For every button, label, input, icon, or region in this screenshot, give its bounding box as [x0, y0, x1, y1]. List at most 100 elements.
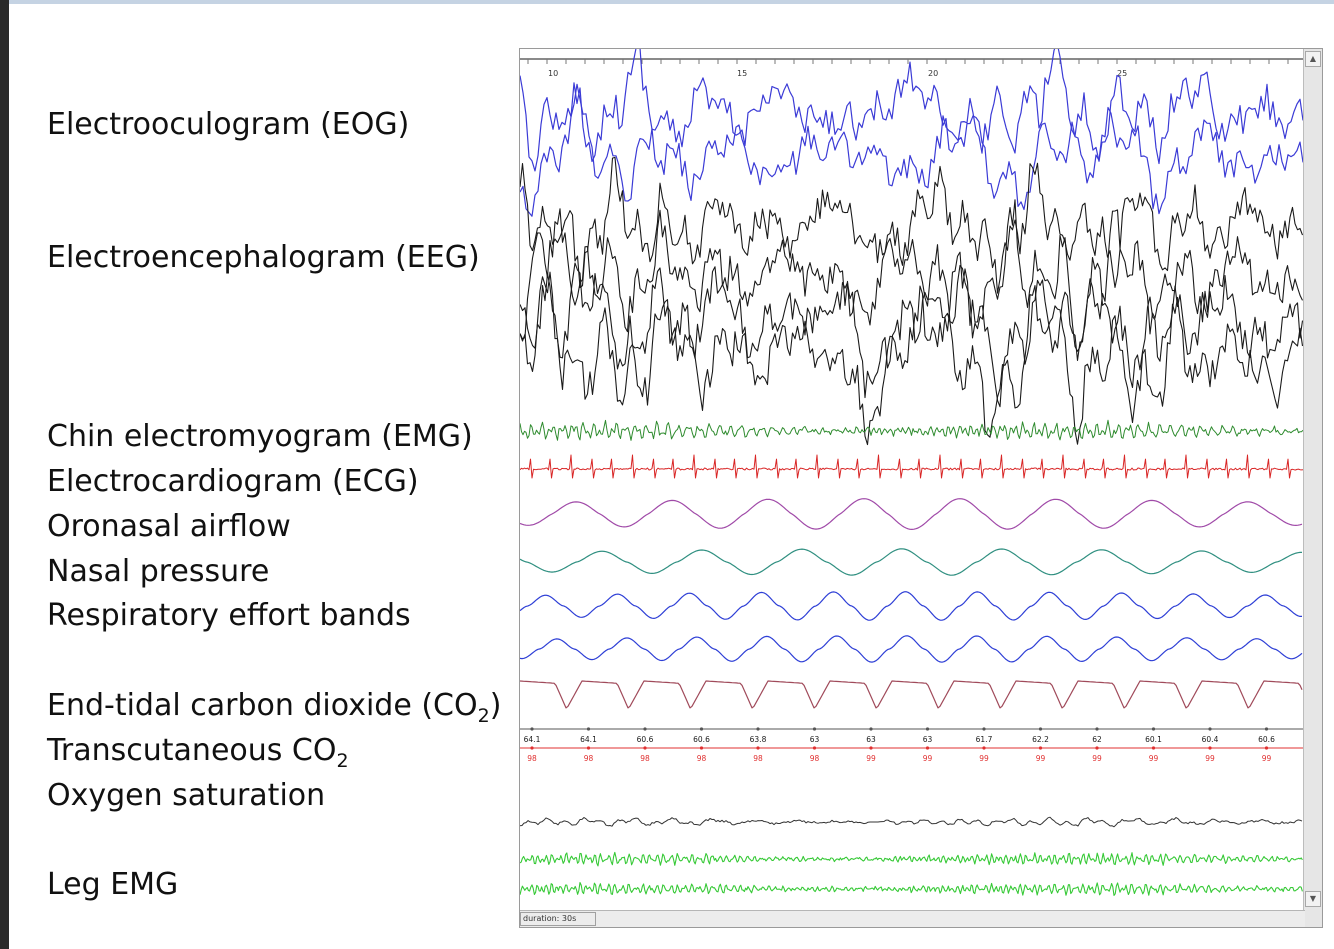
- label-airflow: Oronasal airflow: [47, 509, 291, 544]
- co2-value-marker: [1038, 727, 1043, 731]
- co2-value-marker: [643, 727, 647, 731]
- spo2-value-marker: [1264, 746, 1269, 750]
- eeg-trace-1: [520, 156, 1304, 294]
- spo2-value-marker: [643, 746, 647, 750]
- spo2-value-marker: [925, 746, 930, 750]
- spo2-value-marker: [982, 746, 986, 750]
- nasal-pressure-trace: [520, 548, 1302, 576]
- eog-trace-2: [520, 83, 1304, 217]
- duration-readout: duration: 30s: [520, 912, 596, 926]
- co2-value: 64.1: [524, 735, 541, 744]
- ecg-trace: [520, 454, 1304, 479]
- label-tcco2-subscript: 2: [336, 750, 349, 772]
- co2-value-marker: [530, 727, 534, 731]
- label-spo2: Oxygen saturation: [47, 778, 326, 813]
- co2-value-marker: [1151, 727, 1156, 731]
- resp-effort-trace-1: [520, 591, 1302, 621]
- co2-value-marker: [1264, 727, 1269, 731]
- signal-traces: 10 15 20 25 64.1 64.1 60.6 60.6 63.8 63 63 63 61.7 62…: [520, 49, 1304, 896]
- spo2-value: 98: [584, 754, 594, 763]
- label-panel: [32, 48, 522, 928]
- co2-value: 60.6: [1258, 735, 1275, 744]
- co2-value: 60.4: [1202, 735, 1219, 744]
- co2-value-marker: [869, 727, 873, 731]
- co2-value: 63: [923, 735, 933, 744]
- spo2-value-marker: [530, 746, 534, 750]
- label-ecg: Electrocardiogram (ECG): [47, 464, 419, 499]
- spo2-value-marker: [812, 746, 817, 750]
- eeg-trace-2: [520, 199, 1303, 352]
- co2-value: 62: [1092, 735, 1102, 744]
- spo2-value-marker: [1151, 746, 1156, 750]
- spo2-value-marker: [1095, 746, 1099, 750]
- co2-value: 60.6: [637, 735, 654, 744]
- spo2-value-marker: [1208, 746, 1212, 750]
- co2-value: 64.1: [580, 735, 597, 744]
- spo2-value-marker: [756, 746, 760, 750]
- co2-value: 60.1: [1145, 735, 1162, 744]
- label-resp-effort: Respiratory effort bands: [47, 598, 411, 633]
- label-etco2-text: End-tidal carbon dioxide (CO: [47, 688, 478, 723]
- spo2-value: 99: [1092, 754, 1102, 763]
- spo2-value: 99: [866, 754, 876, 763]
- co2-value: 63: [810, 735, 820, 744]
- eeg-trace-4: [520, 271, 1304, 446]
- label-leg-emg: Leg EMG: [47, 867, 179, 902]
- leg-emg-trace-2: [520, 881, 1303, 896]
- etco2-trace: [520, 680, 1303, 709]
- chin-emg-trace: [520, 419, 1304, 441]
- leg-emg-trace-1: [520, 851, 1303, 867]
- spo2-value-marker: [586, 746, 591, 750]
- spo2-value: 99: [1262, 754, 1272, 763]
- label-eog: Electrooculogram (EOG): [47, 107, 410, 142]
- airflow-trace: [520, 498, 1303, 530]
- co2-value-marker: [812, 727, 817, 731]
- spo2-value: 99: [1036, 754, 1046, 763]
- spo2-value: 98: [527, 754, 537, 763]
- spo2-value: 99: [979, 754, 989, 763]
- label-tcco2: Transcutaneous CO2: [47, 733, 349, 771]
- co2-value: 63: [866, 735, 876, 744]
- co2-value-marker: [699, 727, 704, 731]
- time-tick-label: 20: [928, 69, 938, 78]
- window-frame-edge: [0, 0, 9, 949]
- label-eeg: Electroencephalogram (EEG): [47, 240, 480, 275]
- scroll-down-icon[interactable]: ▼: [1305, 891, 1321, 907]
- label-etco2-subscript: 2: [477, 705, 490, 727]
- spo2-value: 99: [923, 754, 933, 763]
- spo2-value: 98: [753, 754, 763, 763]
- spo2-value-marker: [699, 746, 704, 750]
- label-nasal-pressure: Nasal pressure: [47, 554, 270, 589]
- co2-value-marker: [1208, 727, 1212, 731]
- label-chin-emg: Chin electromyogram (EMG): [47, 419, 473, 454]
- label-tcco2-text: Transcutaneous CO: [47, 733, 337, 768]
- label-etco2: End-tidal carbon dioxide (CO2): [47, 688, 501, 726]
- co2-value-marker: [586, 727, 591, 731]
- co2-value-marker: [925, 727, 930, 731]
- time-tick-label: 10: [548, 69, 558, 78]
- spo2-value: 98: [640, 754, 650, 763]
- spo2-value: 99: [1205, 754, 1215, 763]
- resp-effort-trace-2: [520, 635, 1303, 663]
- co2-value-marker: [756, 727, 760, 731]
- spo2-value: 98: [810, 754, 820, 763]
- spo2-value: 98: [697, 754, 707, 763]
- co2-value: 60.6: [693, 735, 710, 744]
- slide-top-rule: [9, 0, 1334, 4]
- time-tick-label: 15: [737, 69, 747, 78]
- status-bar: duration: 30s: [520, 910, 1305, 927]
- co2-value: 61.7: [976, 735, 993, 744]
- spo2-value-marker: [869, 746, 873, 750]
- spo2-value: 99: [1149, 754, 1159, 763]
- spo2-value-marker: [1038, 746, 1043, 750]
- scroll-up-icon[interactable]: ▲: [1305, 51, 1321, 67]
- tcco2-trace: [520, 816, 1303, 828]
- eog-trace-1: [520, 49, 1304, 172]
- co2-value-marker: [1095, 727, 1099, 731]
- co2-value: 62.2: [1032, 735, 1049, 744]
- polysomnography-viewer[interactable]: 10 15 20 25 64.1 64.1 60.6 60.6 63.8 63 63 63 61.7 62…: [519, 48, 1323, 928]
- co2-value-marker: [982, 727, 986, 731]
- vertical-scrollbar[interactable]: ▲ ▼: [1303, 49, 1322, 927]
- co2-value: 63.8: [750, 735, 767, 744]
- time-tick-label: 25: [1117, 69, 1127, 78]
